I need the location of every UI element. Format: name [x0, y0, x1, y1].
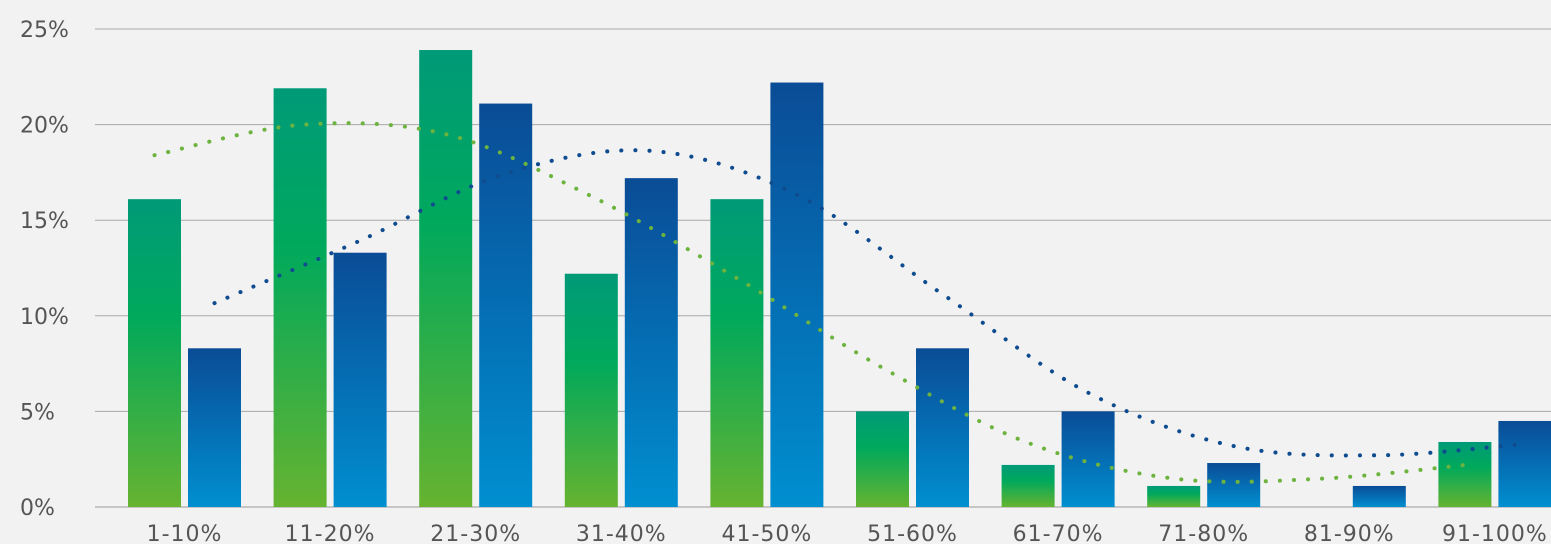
x-tick-label: 21-30%	[430, 522, 521, 544]
y-tick-label: 15%	[20, 209, 69, 234]
bar-series-1	[1438, 441, 1492, 507]
bar-series-1	[273, 88, 327, 507]
bar-series-2	[916, 348, 969, 507]
y-tick-labels: 0% 5% 10% 15% 20% 25%	[20, 18, 69, 521]
y-tick-label: 0%	[20, 496, 55, 521]
bar-series-1	[128, 199, 181, 507]
trendline-series-2	[212, 148, 1527, 458]
bar-series-2	[333, 252, 387, 507]
trendlines	[152, 121, 1527, 484]
bar-series-1	[1001, 464, 1055, 507]
y-tick-label: 10%	[20, 305, 69, 330]
bar-series-2	[624, 178, 678, 508]
y-tick-label: 5%	[20, 400, 55, 425]
x-tick-label: 1-10%	[147, 522, 223, 544]
bar-series-1	[1147, 485, 1201, 507]
x-tick-label: 81-90%	[1304, 522, 1395, 544]
x-tick-label: 41-50%	[721, 522, 812, 544]
bar-series-1	[710, 199, 764, 507]
x-tick-label: 91-100%	[1442, 522, 1548, 544]
bar-series-1	[856, 411, 909, 507]
x-tick-label: 11-20%	[285, 522, 376, 544]
bar-series-2	[770, 82, 824, 507]
bar-series-2	[1498, 420, 1551, 507]
x-tick-label: 31-40%	[576, 522, 667, 544]
x-tick-label: 51-60%	[867, 522, 958, 544]
trendline-series-1	[152, 121, 1467, 484]
bar-series-2	[1207, 463, 1261, 507]
x-tick-label: 71-80%	[1158, 522, 1249, 544]
x-tick-label: 61-70%	[1013, 522, 1104, 544]
y-tick-label: 20%	[20, 114, 69, 139]
bar-series-1	[419, 50, 473, 507]
y-tick-label: 25%	[20, 18, 69, 43]
bar-series-2	[188, 348, 241, 507]
bar-series-2	[479, 103, 533, 508]
x-tick-labels: 1-10% 11-20% 21-30% 31-40% 41-50% 51-60% 61-70…	[147, 522, 1548, 544]
bar-series-2	[1061, 411, 1115, 507]
bar-series-2	[1352, 485, 1406, 507]
bars	[128, 50, 1551, 508]
bar-series-1	[564, 273, 618, 507]
